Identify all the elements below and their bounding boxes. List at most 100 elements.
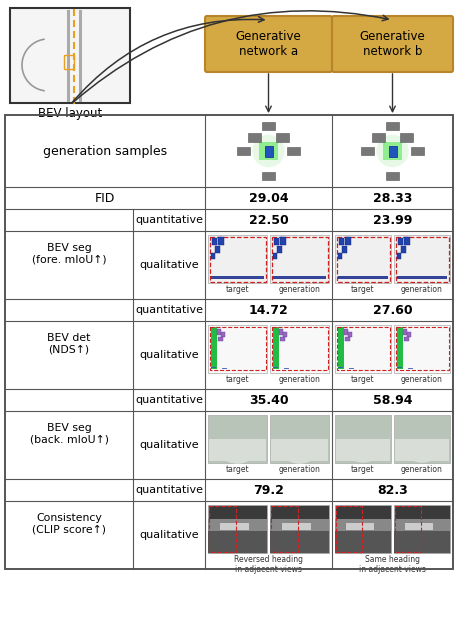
Bar — [237, 147, 250, 155]
Bar — [208, 325, 267, 373]
Text: BEV det
(NDS↑): BEV det (NDS↑) — [47, 333, 91, 355]
Text: 27.60: 27.60 — [373, 304, 412, 316]
Bar — [276, 327, 278, 369]
Bar — [397, 276, 447, 279]
Bar — [211, 327, 213, 369]
Text: quantitative: quantitative — [135, 485, 203, 495]
Bar — [339, 238, 344, 245]
Bar — [208, 505, 267, 553]
Wedge shape — [342, 441, 384, 463]
Bar — [10, 8, 130, 103]
FancyBboxPatch shape — [332, 16, 453, 72]
Wedge shape — [277, 441, 322, 464]
Text: 29.04: 29.04 — [249, 192, 289, 205]
Bar — [217, 329, 221, 335]
Bar — [279, 329, 283, 335]
Text: generation: generation — [278, 465, 321, 474]
Bar — [270, 520, 329, 531]
Bar — [383, 142, 402, 160]
Text: target: target — [351, 285, 375, 294]
Bar — [336, 506, 362, 552]
Bar — [208, 531, 267, 553]
Bar — [397, 253, 401, 259]
Bar — [270, 325, 329, 373]
Bar — [208, 235, 267, 283]
Bar — [346, 523, 374, 531]
Text: qualitative: qualitative — [139, 350, 199, 360]
Bar — [272, 236, 327, 281]
Bar — [64, 55, 74, 69]
Bar — [270, 235, 329, 283]
Bar — [218, 237, 224, 245]
Bar — [401, 246, 406, 253]
Bar — [394, 325, 450, 373]
Text: generation: generation — [278, 285, 321, 294]
Bar — [271, 439, 328, 461]
Text: 79.2: 79.2 — [253, 484, 284, 497]
Text: 82.3: 82.3 — [377, 484, 408, 497]
Text: generation: generation — [278, 375, 321, 384]
Bar — [348, 332, 352, 337]
Bar — [386, 172, 399, 180]
Text: FID: FID — [95, 192, 115, 205]
Text: 35.40: 35.40 — [249, 394, 289, 407]
Bar — [404, 337, 409, 341]
Bar — [337, 327, 389, 370]
Bar — [405, 523, 433, 531]
Bar — [400, 133, 413, 141]
Text: generation samples: generation samples — [43, 144, 167, 157]
Text: BEV layout: BEV layout — [38, 107, 102, 120]
Bar — [212, 238, 217, 245]
Bar — [5, 115, 453, 569]
Bar — [394, 520, 450, 531]
Text: BEV seg
(fore. mIoU↑): BEV seg (fore. mIoU↑) — [32, 243, 106, 265]
Bar — [338, 276, 388, 279]
Text: generation: generation — [401, 465, 443, 474]
Bar — [270, 415, 329, 463]
Bar — [282, 523, 311, 531]
Bar — [209, 439, 266, 461]
Text: 22.50: 22.50 — [249, 213, 289, 226]
Bar — [270, 505, 329, 553]
Text: target: target — [226, 375, 249, 384]
Bar — [341, 327, 344, 369]
Bar — [273, 253, 277, 259]
Bar — [338, 327, 340, 369]
Text: quantitative: quantitative — [135, 395, 203, 405]
Text: qualitative: qualitative — [139, 260, 199, 270]
Bar — [394, 505, 450, 553]
Bar — [386, 122, 399, 130]
Bar — [335, 325, 391, 373]
Wedge shape — [215, 441, 260, 464]
Text: 58.94: 58.94 — [373, 394, 412, 407]
Text: BEV seg
(back. mIoU↑): BEV seg (back. mIoU↑) — [29, 423, 109, 445]
Bar — [214, 327, 217, 369]
Bar — [221, 332, 225, 337]
Bar — [336, 439, 390, 461]
Text: 23.99: 23.99 — [373, 213, 412, 226]
Text: target: target — [351, 375, 375, 384]
Bar — [335, 415, 391, 463]
Bar — [335, 520, 391, 531]
Bar — [211, 276, 264, 279]
Bar — [209, 236, 266, 281]
Wedge shape — [401, 441, 443, 463]
Text: 28.33: 28.33 — [373, 192, 412, 205]
Text: qualitative: qualitative — [139, 440, 199, 450]
Bar — [337, 236, 389, 281]
Text: generation: generation — [401, 285, 443, 294]
Bar — [404, 237, 410, 245]
Bar — [283, 332, 287, 337]
Text: Generative
network b: Generative network b — [360, 30, 425, 58]
Bar — [372, 133, 385, 141]
Bar — [395, 439, 449, 461]
Bar — [287, 147, 300, 155]
Bar — [277, 246, 282, 253]
Bar — [388, 146, 397, 156]
Bar — [394, 531, 450, 553]
Bar — [209, 506, 236, 552]
Bar — [270, 531, 329, 553]
Bar — [394, 415, 450, 463]
Bar — [274, 238, 279, 245]
Bar — [344, 329, 348, 335]
